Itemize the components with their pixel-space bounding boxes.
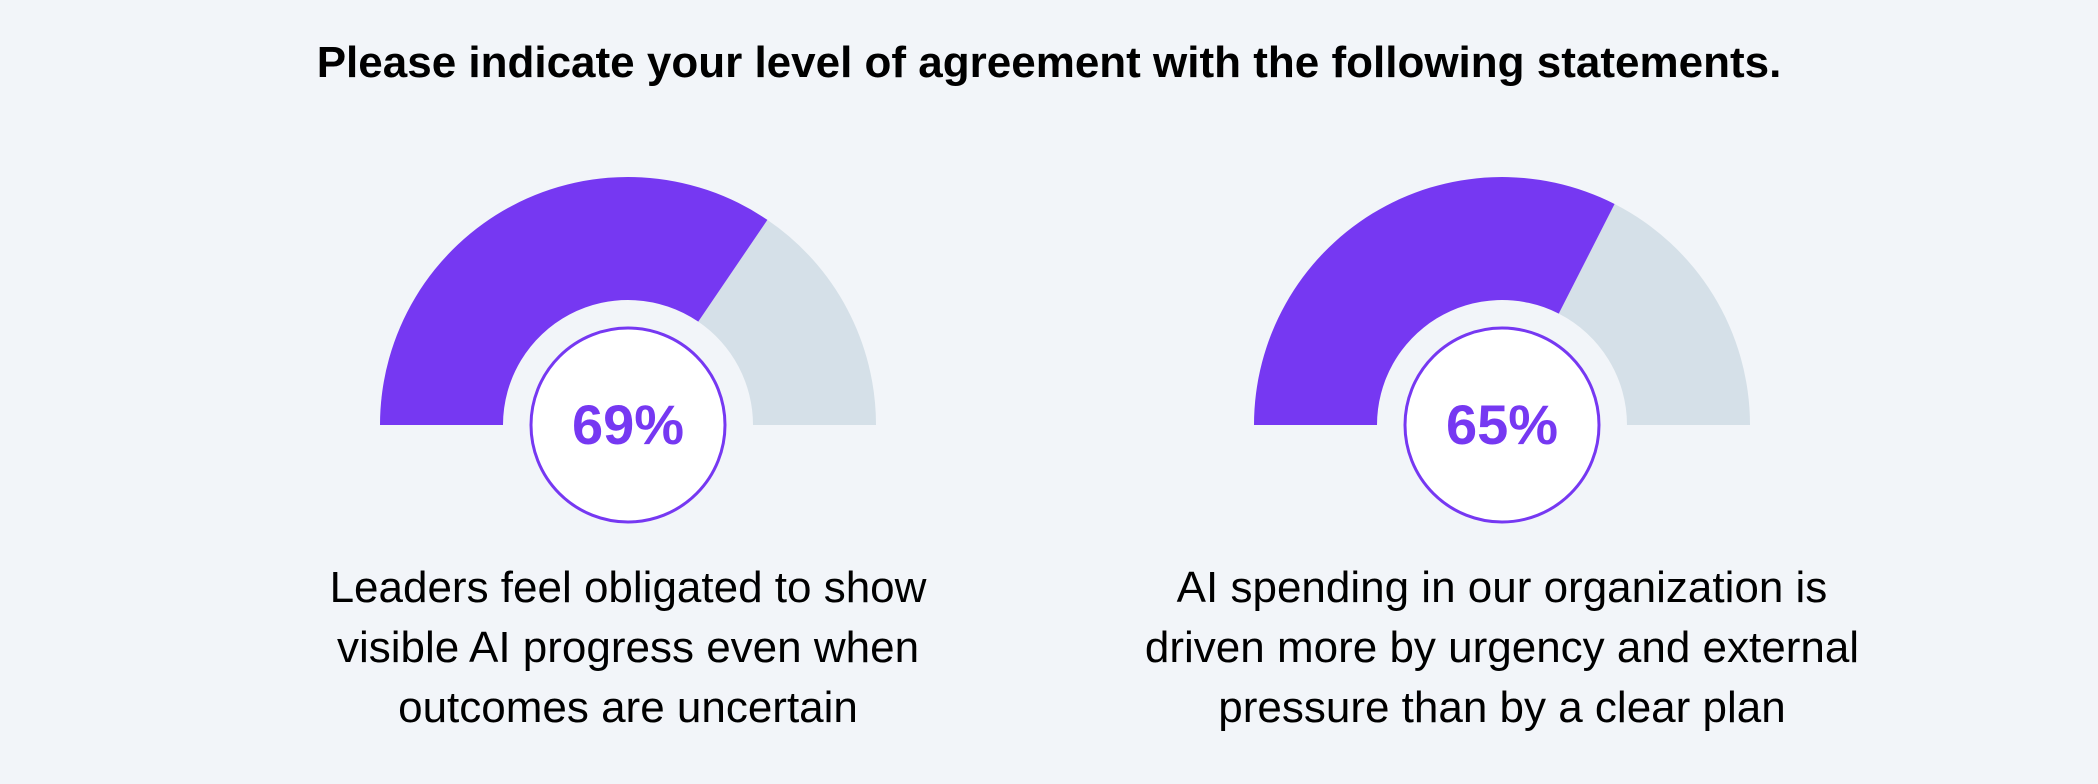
gauge-1-track (698, 219, 876, 425)
gauge-2-track (1558, 204, 1750, 425)
gauge-1-fill (380, 177, 768, 425)
gauge-2-fill (1254, 176, 1615, 425)
gauge-2-caption-line-3: pressure than by a clear plan (1218, 683, 1786, 732)
chart-title: Please indicate your level of agreement … (316, 38, 1782, 87)
gauge-1-svg: 69% (380, 177, 876, 524)
gauge-1-caption-line-3: outcomes are uncertain (398, 683, 858, 732)
gauge-chart-1: 69% Leaders feel obligated to show visib… (178, 0, 1078, 784)
gauge-1-caption-line-1: Leaders feel obligated to show (329, 563, 927, 612)
gauge-2-caption-line-1: AI spending in our organization is (1176, 563, 1828, 612)
gauge-chart-2: 65% AI spending in our organization is d… (1052, 0, 1952, 784)
gauge-2-caption-line-2: driven more by urgency and external (1144, 623, 1860, 672)
gauge-1-caption-line-2: visible AI progress even when (336, 623, 920, 672)
gauge-2-value-circle (1403, 326, 1601, 524)
gauge-2-svg: 65% (1254, 176, 1750, 524)
gauge-2-caption: AI spending in our organization is drive… (1052, 558, 1952, 738)
gauge-1-caption: Leaders feel obligated to show visible A… (178, 558, 1078, 738)
gauge-2-value-label: 65% (1446, 393, 1558, 456)
gauge-1-value-label: 69% (572, 393, 684, 456)
gauge-1-value-circle (529, 326, 727, 524)
